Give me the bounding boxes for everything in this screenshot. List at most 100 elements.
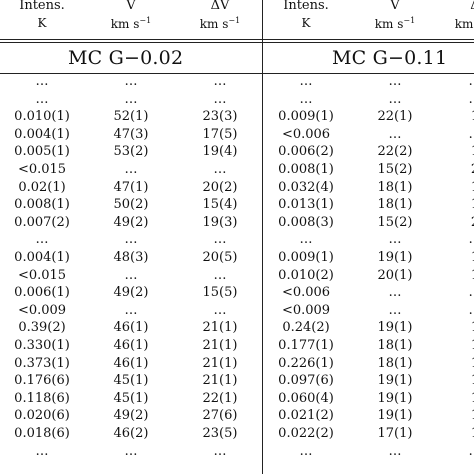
table-cell: 15(2) [377, 214, 413, 230]
table-cell: 18(1) [377, 355, 413, 371]
table-cell: 1 [440, 268, 474, 283]
table-cell: … [35, 232, 49, 248]
right-intens-unit: K [301, 16, 311, 30]
table-cell: 1 [440, 408, 474, 423]
table-cell: 22(1) [377, 109, 413, 125]
table-cell: 18(1) [377, 197, 413, 213]
table-cell: … [440, 232, 474, 247]
table-cell: 2 [440, 162, 474, 177]
table-cell: 1 [440, 320, 474, 335]
table-cell: 0.373(1) [14, 355, 70, 371]
table-cell: … [35, 91, 49, 107]
table-row: ……………… [0, 92, 474, 110]
table-cell: … [213, 74, 227, 89]
table-row: <0.009……<0.009…… [0, 303, 474, 321]
table-cell: <0.006 [281, 126, 331, 142]
table-cell: … [213, 91, 227, 107]
table-cell: … [440, 285, 474, 300]
table-cell: 1 [440, 109, 474, 124]
header-rule-top [0, 39, 474, 40]
table-cell: 52(1) [113, 109, 149, 125]
table-cell: … [299, 74, 313, 89]
table-cell: … [299, 443, 313, 459]
table-cell: … [124, 232, 138, 248]
right-section-title: MC G−0.11 [332, 47, 448, 69]
table-cell: 18(1) [377, 338, 413, 353]
table-cell: 19(1) [377, 390, 413, 406]
table-cell: 21(1) [202, 355, 238, 371]
table-cell: 17(1) [377, 426, 413, 441]
table-row: ……………… [0, 74, 474, 92]
table-cell: 19(3) [202, 214, 238, 230]
table-cell: … [124, 91, 138, 107]
table-cell: … [35, 74, 49, 89]
table-cell: 0.008(3) [278, 214, 334, 230]
table-cell: … [213, 443, 227, 459]
table-cell: 15(5) [202, 285, 238, 301]
left-v-unit: km s−1 [110, 16, 152, 31]
left-section-title: MC G−0.02 [68, 47, 184, 69]
table-cell: … [440, 303, 474, 318]
table-row: 0.005(1) 53(2) 19(4) 0.006(2) 22(2) 1 [0, 144, 474, 162]
table-cell: 0.02(1) [18, 179, 66, 195]
column-divider [262, 0, 263, 474]
table-cell: 0.330(1) [14, 338, 70, 353]
table-cell: … [440, 127, 474, 142]
table-cell: 0.004(1) [14, 126, 70, 142]
table-cell: 17(5) [202, 126, 238, 142]
table-cell: 1 [440, 250, 474, 265]
table-row: 0.018(6) 46(2) 23(5) 0.022(2) 17(1) 1 [0, 426, 474, 444]
table-cell: 0.005(1) [14, 144, 70, 160]
table-cell: … [388, 126, 402, 142]
table-cell: <0.015 [17, 162, 67, 177]
table-row: <0.015 … … 0.008(1) 15(2) 2 [0, 162, 474, 180]
table-cell: 1 [440, 144, 474, 159]
table-row: 0.330(1) 46(1) 21(1) 0.177(1) 18(1) 1 [0, 338, 474, 356]
table-cell: 49(2) [113, 214, 149, 230]
right-dv-unit: km s−1 [454, 17, 474, 31]
table-row: 0.176(6) 45(1) 21(1) 0.097(6) 19(1) 1 [0, 373, 474, 391]
table-cell: 1 [440, 373, 474, 388]
right-intens-header: Intens. [283, 0, 329, 13]
table-cell: 21(1) [202, 338, 238, 353]
table-cell: 0.006(2) [278, 144, 334, 160]
table-cell: … [388, 443, 402, 459]
table-row: 0.006(1)49(2)15(5)<0.006…… [0, 285, 474, 303]
table-cell: 0.060(4) [278, 390, 334, 406]
table-cell: 1 [440, 180, 474, 195]
table-cell: 0.176(6) [14, 373, 70, 389]
table-cell: 0.004(1) [14, 250, 70, 265]
table-cell: … [124, 162, 138, 177]
left-dv-header: ΔV [210, 0, 230, 13]
table-row: 0.020(6) 49(2) 27(6) 0.021(2) 19(1) 1 [0, 408, 474, 426]
table-cell: 1 [440, 356, 474, 371]
table-cell: … [388, 74, 402, 89]
table-cell: 0.177(1) [278, 338, 334, 353]
table-cell: … [388, 232, 402, 248]
table-row: 0.004(1) 48(3) 20(5) 0.009(1) 19(1) 1 [0, 250, 474, 268]
table-cell: <0.009 [17, 302, 67, 318]
table-cell: 23(5) [202, 426, 238, 441]
table-row: ……………… [0, 232, 474, 250]
table-row: 0.02(1) 47(1) 20(2) 0.032(4) 18(1) 1 [0, 180, 474, 198]
table-cell: 45(1) [113, 390, 149, 406]
table-cell: 0.018(6) [14, 426, 70, 441]
table-cell: 0.022(2) [278, 426, 334, 441]
table-cell: … [213, 302, 227, 318]
table-cell: 0.097(6) [278, 373, 334, 389]
table-row: 0.39(2) 46(1) 21(1) 0.24(2) 19(1) 1 [0, 320, 474, 338]
left-dv-unit: km s−1 [199, 16, 241, 31]
table-cell: … [124, 302, 138, 318]
table-cell: 0.009(1) [278, 109, 334, 125]
table-cell: … [35, 443, 49, 459]
table-cell: 0.007(2) [14, 214, 70, 230]
table-cell: 0.032(4) [278, 179, 334, 195]
table-cell: 0.020(6) [14, 408, 70, 424]
right-v-header: V [390, 0, 400, 13]
table-cell: 2 [440, 215, 474, 230]
table-cell: … [388, 91, 402, 107]
table-cell: 21(1) [202, 373, 238, 389]
table-row: 0.373(1) 46(1) 21(1) 0.226(1) 18(1) 1 [0, 356, 474, 374]
table-cell: … [440, 444, 474, 459]
